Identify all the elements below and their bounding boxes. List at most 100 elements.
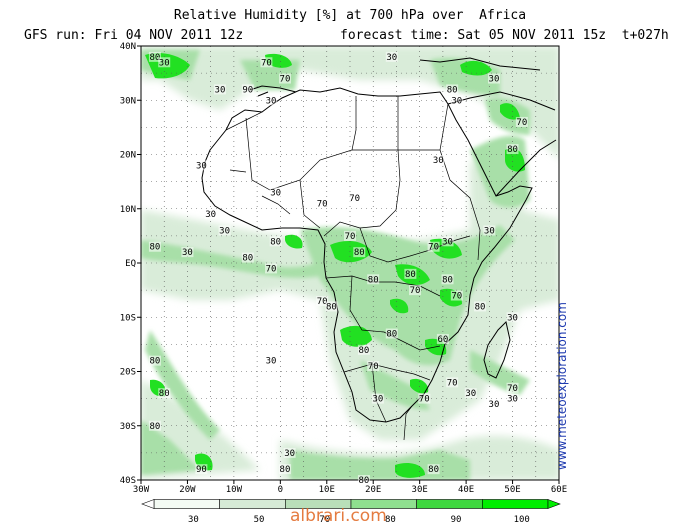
contour-label: 60 bbox=[437, 335, 448, 345]
lat-tick-label: 40N bbox=[120, 42, 136, 52]
contour-label: 70 bbox=[261, 58, 272, 68]
contour-label: 70 bbox=[451, 292, 462, 302]
contour-label: 30 bbox=[270, 188, 281, 198]
contour-label-box bbox=[506, 393, 519, 404]
contour-label-box bbox=[483, 225, 496, 236]
contour-label: 70 bbox=[266, 264, 277, 274]
contour-label: 80 bbox=[150, 243, 161, 253]
contour-label: 90 bbox=[196, 465, 207, 475]
contour-label-box bbox=[436, 333, 449, 344]
contour-label: 30 bbox=[484, 226, 495, 236]
contour-label: 70 bbox=[428, 243, 439, 253]
contour-label-box bbox=[269, 187, 282, 198]
colorbar-label: 100 bbox=[514, 515, 530, 525]
contour-label-box bbox=[506, 144, 519, 155]
contour-label-box bbox=[409, 285, 422, 296]
contour-label-box bbox=[204, 209, 217, 220]
colorbar-label: 70 bbox=[319, 515, 330, 525]
lat-tick-label: 10N bbox=[120, 205, 136, 215]
contour-label-box bbox=[464, 388, 477, 399]
lon-tick-label: 40E bbox=[458, 485, 474, 495]
contour-label: 30 bbox=[205, 210, 216, 220]
contour-label: 80 bbox=[386, 330, 397, 340]
contour-label: 70 bbox=[280, 75, 291, 85]
contour-label: 30 bbox=[442, 237, 453, 247]
contour-label: 80 bbox=[405, 270, 416, 280]
contour-label-box bbox=[265, 355, 278, 366]
colorbar-low-arrow bbox=[141, 499, 155, 509]
contour-label-box bbox=[427, 464, 440, 475]
colorbar-label: 90 bbox=[451, 515, 462, 525]
contour-label: 80 bbox=[442, 275, 453, 285]
contour-label-box bbox=[367, 361, 380, 372]
contour-label-box bbox=[148, 51, 161, 62]
contour-label-box bbox=[195, 160, 208, 171]
lat-tick-label: 20N bbox=[120, 151, 136, 161]
longitude-ticks: 30W 20W 10W 0 10E 20E 30E 40E 50E 60E bbox=[133, 480, 567, 495]
contour-label: 70 bbox=[368, 362, 379, 372]
contour-label: 30 bbox=[433, 156, 444, 166]
contour-label: 70 bbox=[317, 297, 328, 307]
contour-label-box bbox=[506, 312, 519, 323]
gfs-run-label: GFS run: Fri 04 NOV 2011 12z bbox=[24, 28, 244, 43]
contour-label: 80 bbox=[150, 53, 161, 63]
contour-label-box bbox=[316, 295, 329, 306]
colorbar-segment bbox=[416, 499, 483, 509]
lon-tick-label: 30W bbox=[133, 485, 150, 495]
colorbar: 30 50 70 80 90 100 bbox=[141, 499, 561, 525]
contour-label-box bbox=[316, 198, 329, 209]
contour-label: 80 bbox=[428, 465, 439, 475]
contour-label-box bbox=[265, 95, 278, 106]
contour-label-box bbox=[148, 355, 161, 366]
contour-label: 70 bbox=[317, 199, 328, 209]
lat-tick-label: EQ bbox=[125, 259, 136, 269]
contour-label-box bbox=[260, 57, 273, 68]
contour-label: 80 bbox=[270, 237, 281, 247]
contour-label: 80 bbox=[359, 346, 370, 356]
contour-label-box bbox=[213, 84, 226, 95]
colorbar-segment bbox=[219, 499, 286, 509]
colorbar-segment bbox=[153, 499, 220, 509]
lon-tick-label: 20E bbox=[365, 485, 381, 495]
contour-label-box bbox=[181, 247, 194, 258]
latitude-ticks: 40N 30N 20N 10N EQ 10S 20S 30S 40S bbox=[120, 42, 141, 486]
contour-label: 30 bbox=[159, 58, 170, 68]
contour-label: 30 bbox=[507, 395, 518, 405]
contour-label-box bbox=[441, 236, 454, 247]
contour-label-box bbox=[385, 51, 398, 62]
contour-label: 70 bbox=[419, 395, 430, 405]
lon-tick-label: 50E bbox=[504, 485, 520, 495]
contour-label: 70 bbox=[447, 378, 458, 388]
lon-tick-label: 10W bbox=[226, 485, 243, 495]
contour-label-box bbox=[367, 274, 380, 285]
contour-label-box bbox=[218, 225, 231, 236]
map-title: Relative Humidity [%] at 700 hPa over Af… bbox=[173, 8, 527, 23]
contour-label: 30 bbox=[386, 53, 397, 63]
forecast-time-label: forecast time: Sat 05 NOV 2011 15z t+027… bbox=[340, 28, 669, 43]
contour-label-box bbox=[278, 464, 291, 475]
colorbar-segment bbox=[482, 499, 549, 509]
contour-label-box bbox=[265, 263, 278, 274]
contour-label: 80 bbox=[359, 476, 370, 486]
contour-label-box bbox=[427, 241, 440, 252]
contour-label: 80 bbox=[507, 145, 518, 155]
contour-label-box bbox=[432, 154, 445, 165]
contour-label-box bbox=[278, 73, 291, 84]
contour-label: 30 bbox=[372, 395, 383, 405]
contour-label-box bbox=[371, 393, 384, 404]
contour-label: 70 bbox=[507, 384, 518, 394]
contour-label-box bbox=[195, 464, 208, 475]
contour-label-box bbox=[348, 192, 361, 203]
contour-label: 80 bbox=[150, 357, 161, 367]
contour-label: 80 bbox=[326, 302, 337, 312]
country-borders bbox=[225, 96, 481, 441]
contour-label-box bbox=[441, 274, 454, 285]
contour-label-box bbox=[344, 230, 356, 241]
lon-tick-label: 60E bbox=[551, 485, 567, 495]
contour-label-box bbox=[357, 344, 370, 355]
contour-label: 30 bbox=[219, 226, 230, 236]
contour-label-box bbox=[446, 377, 459, 388]
contour-label-box bbox=[385, 328, 398, 339]
lon-tick-label: 0 bbox=[278, 485, 283, 495]
